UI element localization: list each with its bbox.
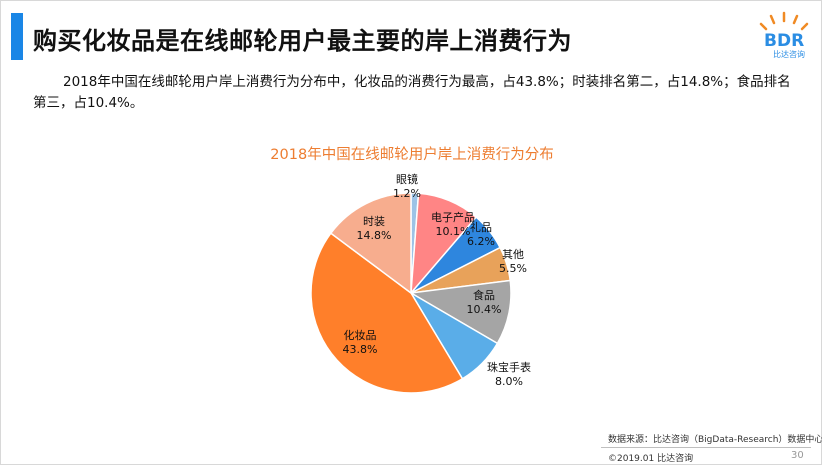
slice-value-label: 6.2% [467, 235, 495, 248]
slice-name-label: 礼品 [470, 220, 492, 234]
slice-name-label: 电子产品 [431, 210, 475, 224]
logo-sun-icon [759, 11, 809, 31]
description-text: 2018年中国在线邮轮用户岸上消费行为分布中，化妆品的消费行为最高，占43.8%… [33, 74, 791, 111]
page-title: 购买化妆品是在线邮轮用户最主要的岸上消费行为 [33, 27, 572, 55]
chart-title: 2018年中国在线邮轮用户岸上消费行为分布 [270, 147, 554, 163]
slice-value-label: 10.1% [436, 225, 471, 238]
slice-name-label: 化妆品 [344, 328, 377, 342]
bdr-logo: BDR 比达咨询 [756, 9, 812, 61]
slice-name-label: 珠宝手表 [487, 360, 531, 374]
pie-slice-8 [329, 192, 412, 295]
slice-name-label: 时装 [363, 215, 385, 228]
slice-value-label: 5.5% [499, 262, 527, 275]
footer-divider [601, 447, 811, 448]
data-source: 数据来源：比达咨询（BigData-Research）数据中心 [608, 435, 822, 445]
logo-text: BDR [764, 31, 805, 51]
slice-name-label: 其他 [502, 248, 524, 261]
slice-value-label: 8.0% [495, 375, 523, 388]
slice-name-label: 眼镜 [396, 172, 418, 186]
slice-value-label: 43.8% [343, 343, 378, 356]
slice-value-label: 1.2% [393, 187, 421, 200]
slice-name-label: 食品 [473, 288, 495, 302]
pie-slice-7 [310, 232, 464, 394]
page-number: 30 [791, 450, 804, 461]
copyright: ©2019.01 比达咨询 [608, 454, 694, 464]
slice-value-label: 14.8% [357, 229, 392, 242]
title-accent-bar [11, 13, 23, 60]
logo-subtext: 比达咨询 [773, 50, 805, 59]
slice-value-label: 10.4% [467, 303, 502, 316]
